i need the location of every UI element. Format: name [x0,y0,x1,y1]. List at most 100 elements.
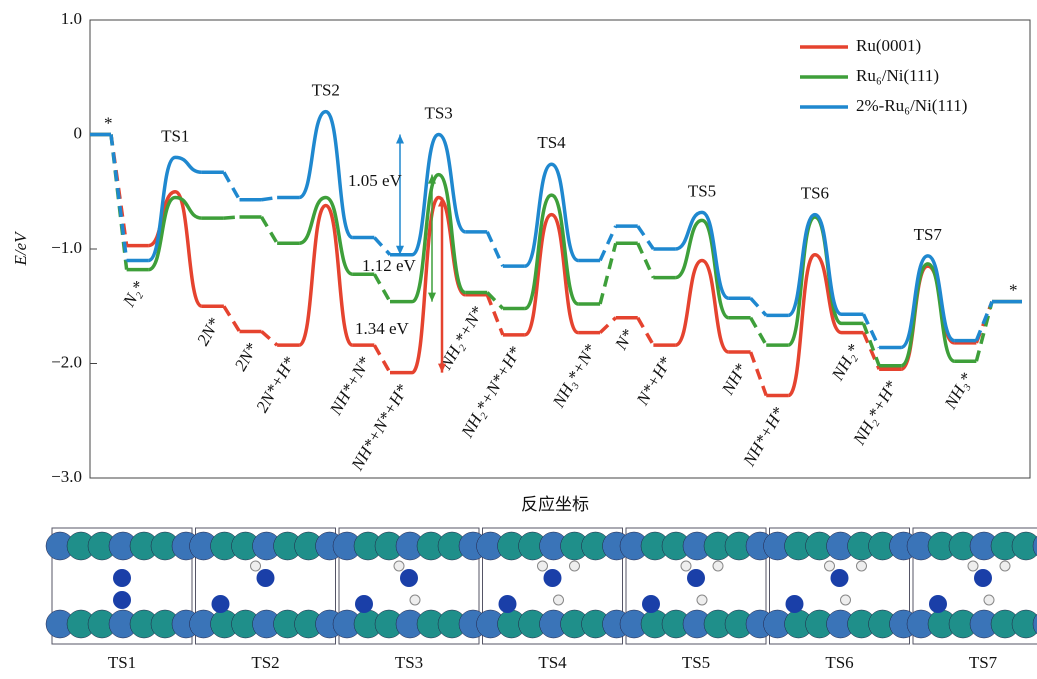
barrier-curve [299,112,352,238]
barrier-label: 1.05 eV [348,171,403,190]
n-atom [687,569,705,587]
structure-panel [190,528,344,644]
state-label: NH*+N* [326,353,375,419]
panel-label: TS3 [395,653,423,672]
barrier-curve [149,157,202,260]
n-atom [400,569,418,587]
connector [751,352,767,396]
h-atom [251,561,261,571]
connector [262,331,278,345]
n-atom [113,569,131,587]
h-atom [984,595,994,605]
panel-label: TS7 [969,653,998,672]
structure-panel [907,528,1037,644]
state-label: NH₂*+N* [435,303,487,374]
connector [111,135,127,261]
state-label: NH*+N*+H* [347,381,412,475]
n-atom [113,591,131,609]
connector [487,295,503,335]
arrow-head [396,135,404,144]
state-label: 2N* [193,314,224,348]
n-atom [642,595,660,613]
h-atom [1000,561,1010,571]
ts-label: TS5 [688,181,716,200]
n-atom [499,595,517,613]
barrier-label: 1.12 eV [362,256,417,275]
n-atom [831,569,849,587]
barrier-curve [901,256,954,348]
n-atom [212,595,230,613]
y-axis-label: E/eV [11,230,30,267]
panel-label: TS1 [108,653,136,672]
h-atom [538,561,548,571]
ts-label: TS4 [537,133,566,152]
panel-label: TS6 [825,653,853,672]
connector [487,232,503,266]
state-label: N*+H* [632,353,675,409]
state-label: * [1009,281,1018,300]
structure-panel [477,528,631,644]
y-tick-label: 1.0 [61,9,82,28]
barrier-label: 1.34 eV [355,319,410,338]
state-label: N₂* [119,278,149,311]
state-label: NH₃* [940,369,976,413]
connector [600,318,616,333]
structure-panel [764,528,918,644]
n-atom [355,595,373,613]
connector [638,318,654,345]
ts-label: TS1 [161,126,189,145]
barrier-curve [901,264,954,366]
state-label: 2N*+H* [252,353,299,415]
plot-frame [90,20,1030,478]
barrier-curve [525,215,578,335]
n-atom [786,595,804,613]
y-tick-label: −1.0 [51,238,82,257]
ts-label: TS3 [424,103,452,122]
barrier-curve [675,220,728,317]
state-label: NH*+H* [739,404,788,471]
h-atom [713,561,723,571]
barrier-curve [412,135,465,255]
state-label: NH₂*+N*+H* [457,343,525,442]
connector [374,238,390,255]
legend-label: Ru₆/Ni(111) [856,66,939,85]
ts-label: TS6 [801,184,829,203]
x-axis-label: 反应坐标 [521,495,589,514]
connector [224,306,240,331]
state-label: NH* [717,360,750,399]
connector [374,274,390,301]
state-label: NH₂* [827,341,863,385]
connector [224,217,240,218]
state-label: NH₂*+H* [849,377,901,449]
y-tick-label: −3.0 [51,467,82,486]
h-atom [570,561,580,571]
panel-label: TS5 [682,653,710,672]
h-atom [825,561,835,571]
connector [751,298,767,315]
h-atom [394,561,404,571]
panel-label: TS2 [251,653,279,672]
connector [600,226,616,260]
n-atom [544,569,562,587]
h-atom [697,595,707,605]
legend-label: Ru(0001) [856,36,921,55]
panel-label: TS4 [538,653,567,672]
n-atom [929,595,947,613]
h-atom [857,561,867,571]
connector [224,172,240,199]
h-atom [968,561,978,571]
ts-label: TS2 [312,81,340,100]
n-atom [974,569,992,587]
h-atom [554,595,564,605]
h-atom [841,595,851,605]
structure-panel [46,528,200,644]
chart: E/eV 反应坐标 1.00−1.0−2.0−3.0*N₂*TS12N*2N*2… [0,0,1037,674]
state-label: N* [611,326,638,354]
connector [751,318,767,345]
arrow-head [428,293,436,302]
barrier-curve [788,215,841,316]
h-atom [681,561,691,571]
state-label: NH₃*+N* [548,341,600,412]
connector [262,217,278,243]
state-label: * [104,113,113,132]
